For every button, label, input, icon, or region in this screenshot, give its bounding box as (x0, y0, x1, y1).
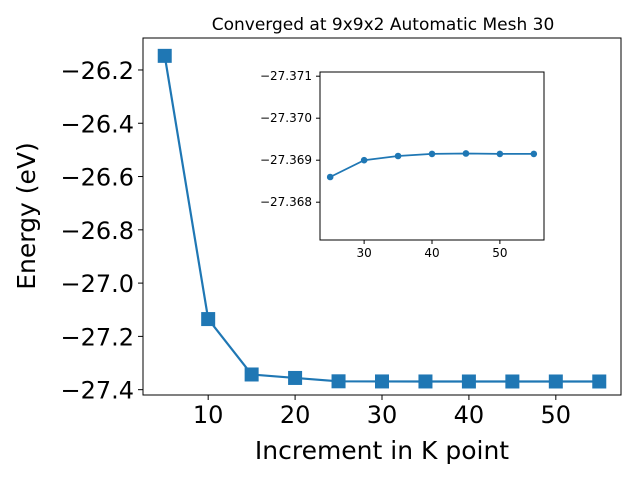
main-data-point (375, 374, 389, 389)
main-y-tick-label: −26.6 (60, 164, 134, 192)
main-x-tick-label: 40 (454, 401, 485, 429)
main-data-point (244, 367, 259, 382)
inset-y-tick-label: −27.368 (260, 195, 312, 209)
x-axis-label: Increment in K point (255, 436, 509, 465)
main-data-point (288, 370, 303, 385)
main-data-point (548, 374, 563, 389)
inset-data-point (326, 173, 334, 181)
main-x-tick-label: 50 (541, 401, 572, 429)
main-data-point (505, 374, 520, 389)
main-x-axis: 10 20 30 40 50 (193, 395, 571, 429)
main-x-tick-label: 30 (367, 401, 398, 429)
main-data-point (331, 374, 346, 389)
inset-x-axis: 30 40 50 (356, 240, 508, 260)
inset-y-axis: −27.371 −27.370 −27.369 −27.368 (260, 69, 320, 209)
inset-data-point (360, 156, 368, 164)
main-data-point (418, 374, 433, 389)
inset-data-point (394, 152, 402, 160)
main-data-point (157, 48, 172, 63)
chart-title: Converged at 9x9x2 Automatic Mesh 30 (212, 15, 555, 35)
main-x-tick-label: 20 (280, 401, 311, 429)
inset-data-point (530, 150, 538, 158)
inset-x-tick-label: 30 (356, 246, 371, 260)
main-y-tick-label: −27.4 (60, 377, 134, 405)
main-y-tick-label: −27.0 (60, 270, 134, 298)
inset-series (326, 150, 538, 181)
inset-x-tick-label: 50 (492, 246, 507, 260)
y-axis-label: Energy (eV) (12, 142, 41, 289)
main-y-tick-label: −26.4 (60, 110, 134, 138)
main-y-tick-label: −27.2 (60, 323, 134, 351)
main-x-tick-label: 10 (193, 401, 224, 429)
inset-y-tick-label: −27.371 (260, 69, 312, 83)
main-data-point (201, 312, 216, 327)
main-data-point (592, 374, 607, 389)
main-y-tick-label: −26.2 (60, 57, 134, 85)
inset-data-point (428, 150, 436, 158)
inset-y-tick-label: −27.370 (260, 111, 312, 125)
inset-data-point (462, 150, 470, 157)
main-data-point (461, 374, 476, 389)
inset-y-tick-label: −27.369 (260, 153, 312, 167)
main-y-axis: −26.2 −26.4 −26.6 −26.8 −27.0 −27.2 −27.4 (60, 57, 143, 405)
inset-data-point (496, 150, 504, 158)
main-y-tick-label: −26.8 (60, 217, 134, 245)
inset-x-tick-label: 40 (424, 246, 439, 260)
main-series (157, 48, 607, 389)
